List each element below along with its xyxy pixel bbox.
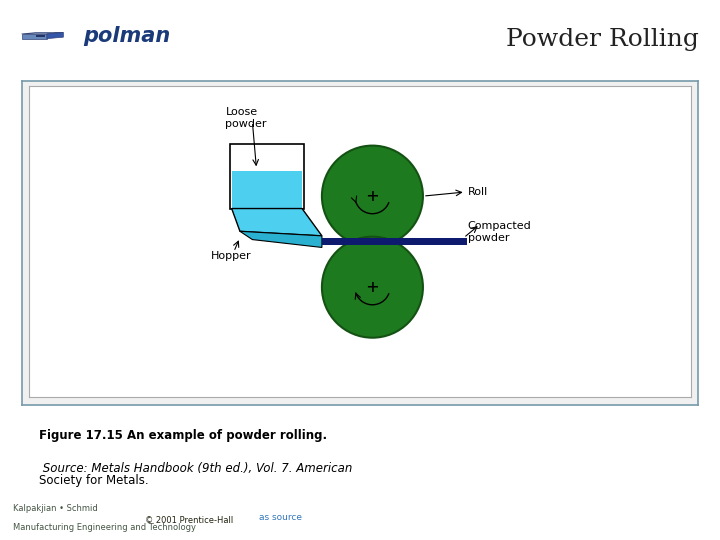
Text: Kalpakjian • Schmid: Kalpakjian • Schmid: [13, 504, 98, 512]
Text: Loose
powder: Loose powder: [225, 107, 267, 129]
Polygon shape: [22, 34, 47, 39]
Text: Powder Rolling: Powder Rolling: [505, 28, 698, 51]
Text: +: +: [366, 187, 378, 206]
Polygon shape: [36, 35, 45, 37]
Text: as source: as source: [259, 514, 302, 522]
Circle shape: [322, 237, 423, 338]
Text: © 2001 Prentice-Hall: © 2001 Prentice-Hall: [145, 516, 233, 524]
Polygon shape: [47, 32, 63, 39]
Polygon shape: [240, 231, 322, 247]
Polygon shape: [22, 32, 63, 34]
Text: Figure 17.15 An example of powder rolling.: Figure 17.15 An example of powder rollin…: [39, 429, 327, 442]
Text: polman: polman: [83, 26, 170, 46]
Text: Hopper: Hopper: [211, 251, 251, 261]
Polygon shape: [232, 171, 302, 208]
Bar: [322, 238, 467, 245]
Text: Society for Metals.: Society for Metals.: [39, 475, 148, 488]
Text: +: +: [366, 278, 378, 296]
Text: Source: Metals Handbook (9th ed.), Vol. 7. American: Source: Metals Handbook (9th ed.), Vol. …: [39, 462, 352, 475]
Text: Roll: Roll: [468, 187, 488, 197]
Circle shape: [322, 146, 423, 247]
Text: Compacted
powder: Compacted powder: [468, 221, 531, 242]
Text: Manufacturing Engineering and Technology: Manufacturing Engineering and Technology: [13, 523, 196, 532]
Polygon shape: [232, 208, 322, 236]
Polygon shape: [230, 144, 304, 208]
